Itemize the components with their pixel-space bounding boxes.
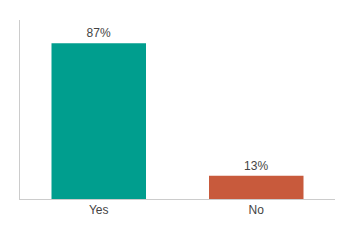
- svg-text:87%: 87%: [87, 26, 111, 40]
- svg-text:Yes: Yes: [89, 203, 109, 217]
- svg-text:No: No: [249, 203, 265, 217]
- svg-text:13%: 13%: [244, 159, 268, 173]
